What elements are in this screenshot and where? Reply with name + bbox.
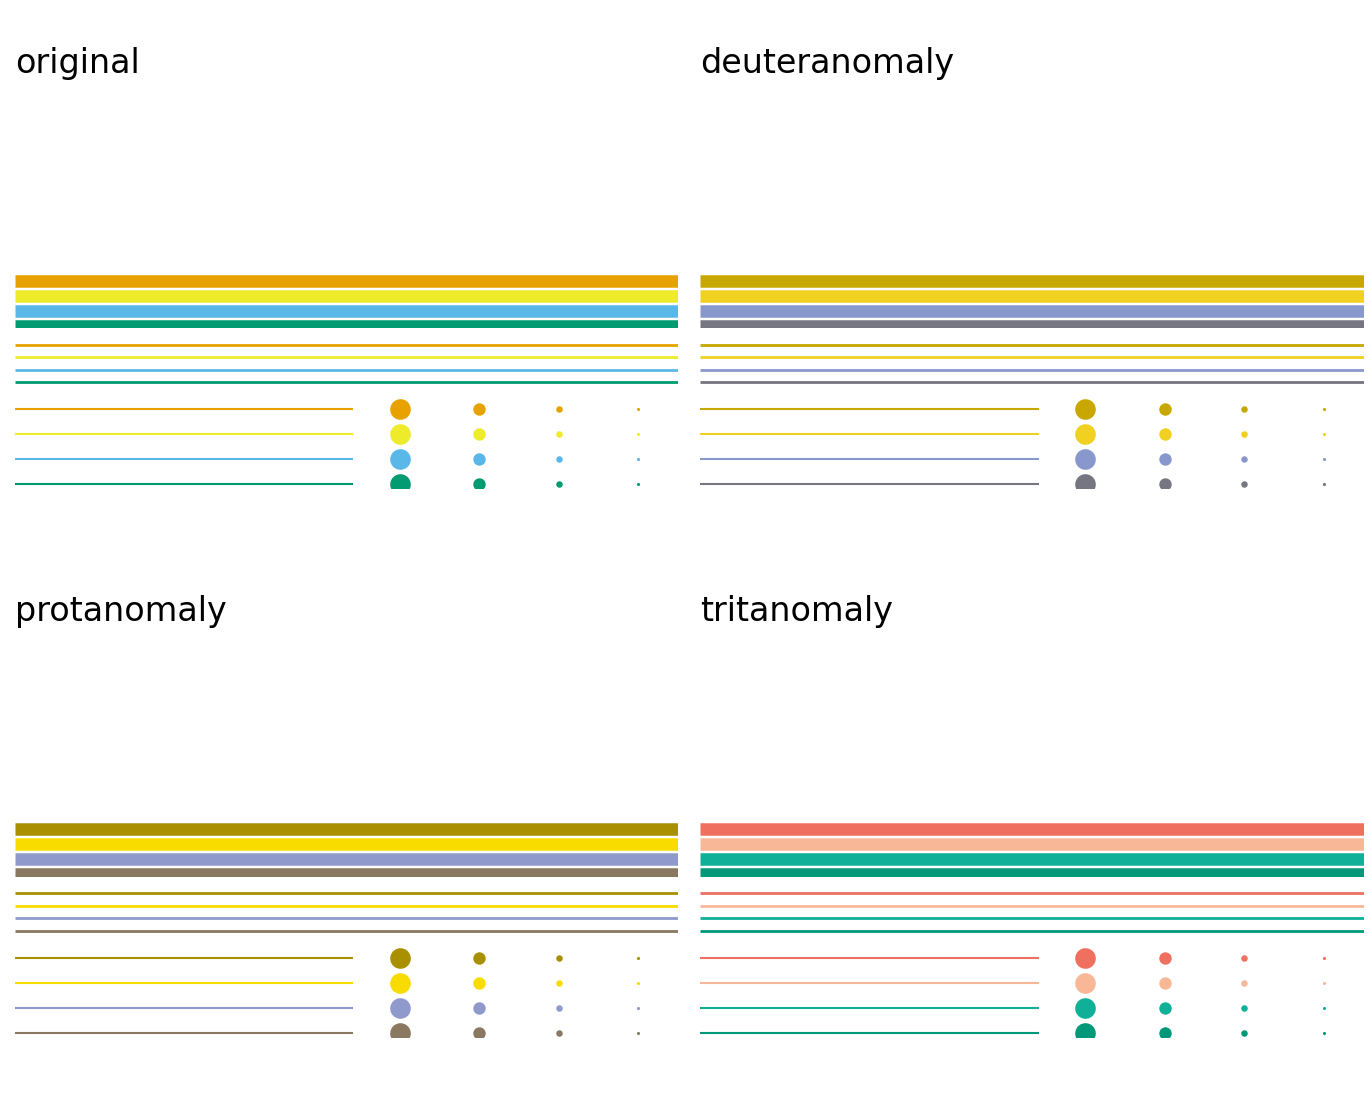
Point: [1073, 426, 1095, 443]
Point: [1073, 999, 1095, 1017]
Point: [388, 974, 410, 992]
Point: [628, 1025, 650, 1042]
Point: [1233, 1025, 1254, 1042]
Point: [547, 400, 569, 418]
Point: [388, 1025, 410, 1042]
Point: [1153, 949, 1175, 966]
Point: [1073, 400, 1095, 418]
Point: [1233, 949, 1254, 966]
Point: [468, 451, 489, 468]
Point: [1233, 974, 1254, 992]
Point: [628, 974, 650, 992]
Text: deuteranomaly: deuteranomaly: [701, 47, 954, 80]
Point: [547, 974, 569, 992]
Point: [547, 451, 569, 468]
Point: [1233, 999, 1254, 1017]
Point: [547, 999, 569, 1017]
Point: [1313, 949, 1335, 966]
Point: [388, 426, 410, 443]
Point: [1233, 476, 1254, 494]
Point: [547, 1025, 569, 1042]
Point: [628, 476, 650, 494]
Point: [547, 949, 569, 966]
Point: [1313, 1025, 1335, 1042]
Point: [1233, 400, 1254, 418]
Point: [1313, 476, 1335, 494]
Point: [468, 949, 489, 966]
Point: [468, 426, 489, 443]
Point: [628, 949, 650, 966]
Point: [1073, 974, 1095, 992]
Point: [388, 451, 410, 468]
Point: [1233, 426, 1254, 443]
Text: original: original: [15, 47, 140, 80]
Point: [628, 426, 650, 443]
Point: [1073, 476, 1095, 494]
Point: [1313, 400, 1335, 418]
Point: [468, 476, 489, 494]
Point: [388, 999, 410, 1017]
Point: [547, 476, 569, 494]
Point: [1313, 999, 1335, 1017]
Point: [1153, 999, 1175, 1017]
Point: [1153, 1025, 1175, 1042]
Point: [1153, 426, 1175, 443]
Point: [547, 426, 569, 443]
Point: [388, 949, 410, 966]
Text: tritanomaly: tritanomaly: [701, 596, 894, 629]
Point: [468, 974, 489, 992]
Point: [1073, 1025, 1095, 1042]
Point: [1073, 949, 1095, 966]
Point: [1153, 974, 1175, 992]
Point: [628, 400, 650, 418]
Point: [388, 476, 410, 494]
Point: [628, 451, 650, 468]
Point: [1313, 451, 1335, 468]
Point: [1233, 451, 1254, 468]
Point: [468, 400, 489, 418]
Point: [1153, 400, 1175, 418]
Point: [1313, 426, 1335, 443]
Point: [628, 999, 650, 1017]
Point: [1153, 476, 1175, 494]
Point: [1073, 451, 1095, 468]
Point: [468, 999, 489, 1017]
Point: [468, 1025, 489, 1042]
Point: [1153, 451, 1175, 468]
Point: [1313, 974, 1335, 992]
Point: [388, 400, 410, 418]
Text: protanomaly: protanomaly: [15, 596, 226, 629]
